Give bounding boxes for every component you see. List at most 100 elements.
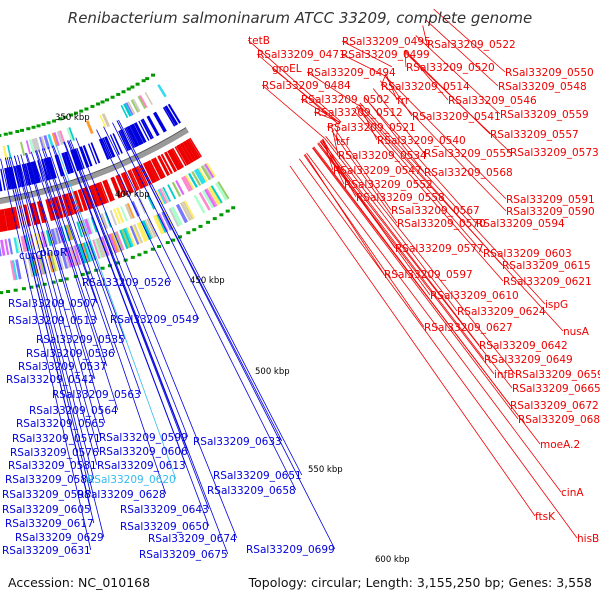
cds-block [155,190,165,206]
gene-label: RSal33209_0629 [15,532,104,544]
forward-gene [136,166,148,187]
cds-block [125,102,134,116]
cds-block [7,144,12,159]
forward-gene [147,160,159,182]
gene-label: RSal33209_0548 [498,81,587,93]
forward-gene [102,180,112,202]
forward-gene [9,207,16,230]
label-connector [306,71,359,106]
forward-gene [164,151,178,172]
cds-block [23,257,30,278]
cds-block [33,233,40,250]
cds-block [66,127,74,142]
label-connector [320,139,480,346]
forward-gene [96,182,107,205]
marker-dot [96,102,101,106]
marker-dot [165,241,170,245]
reverse-gene [125,127,137,148]
gene-label: RSal33209_0597 [384,269,473,281]
label-connector [47,146,167,495]
forward-gene [187,138,201,159]
forward-gene [152,157,165,179]
reverse-gene [30,161,38,184]
label-connector [75,137,238,539]
cds-block [70,246,78,267]
forward-gene [150,158,163,180]
reverse-gene [133,122,146,144]
label-connector [356,105,564,332]
cds-block [215,182,228,201]
marker-dot [145,77,150,81]
label-connector [52,145,126,340]
gene-label: RSal33209_0675 [139,549,228,561]
reverse-gene [142,118,154,139]
cds-block [27,257,34,277]
gene-label: RSal33209_0546 [448,95,537,107]
marker-dot [212,217,217,221]
marker-dot [73,111,78,115]
cds-block [137,95,146,110]
gene-label: RSal33209_0594 [476,218,565,230]
reverse-gene [147,115,160,136]
label-connector [364,97,477,224]
marker-dot [130,85,135,89]
label-connector [10,156,95,480]
cds-block [158,188,168,204]
cds-block [68,127,75,141]
cds-block [161,211,172,231]
cds-block [109,209,118,226]
label-connector [247,39,342,123]
gene-label: RSal33209_0571 [12,433,101,445]
cds-block [217,181,230,200]
reverse-gene [24,163,32,186]
cds-block [205,162,216,178]
marker-dot [36,124,41,128]
marker-dot [116,92,121,96]
label-connector [304,153,385,275]
marker-dot [13,288,18,292]
forward-gene [174,146,187,167]
marker-dot [150,247,155,251]
cds-block [129,225,140,245]
cds-block [19,141,26,156]
label-connector [385,73,398,101]
forward-gene [160,153,173,175]
cds-block [76,221,84,238]
label-connector [300,98,341,124]
forward-gene [14,206,21,229]
forward-gene [164,152,176,173]
forward-gene [140,164,152,185]
cds-block [171,206,183,226]
gene-label: RSal33209_0589 [5,474,94,486]
label-connector [359,102,546,305]
reverse-gene [154,111,167,132]
cds-block [92,239,101,260]
marker-dot [143,250,148,254]
reverse-gene [164,106,177,126]
label-connector [384,75,507,200]
marker-dot [64,277,69,281]
marker-dot [150,73,155,77]
forward-gene [48,198,56,221]
forward-gene [111,176,123,198]
cds-block [81,219,89,236]
marker-dot [100,266,105,270]
gene-label: RSal33209_0567 [391,205,480,217]
reverse-gene [146,116,159,137]
marker-dot [6,290,11,294]
forward-gene [45,199,53,222]
cds-block [193,169,205,185]
cds-block [207,186,221,206]
label-connector [355,106,484,254]
cds-block [22,235,28,252]
cds-block [38,254,45,275]
label-connector [404,49,449,101]
forward-gene [0,209,5,232]
forward-gene [115,175,126,197]
gene-label: RSal33209_0680 [518,414,600,426]
label-connector [17,155,100,453]
cds-block [127,101,136,115]
gene-label: RSal33209_0513 [8,315,97,327]
cds-block [175,179,185,196]
cds-block [50,228,58,245]
